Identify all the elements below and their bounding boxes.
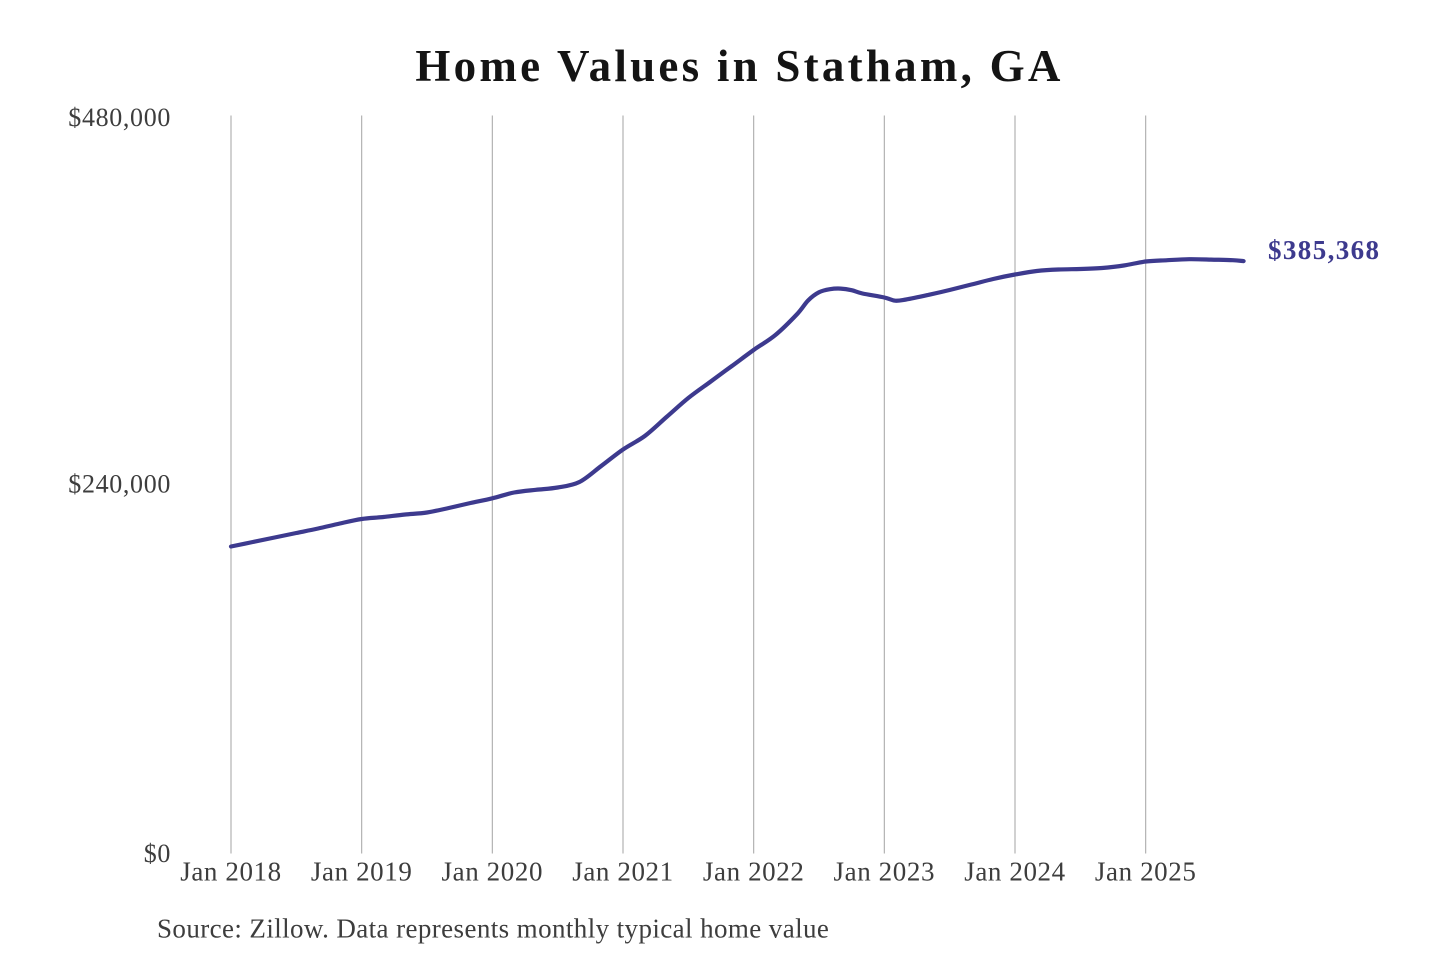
svg-text:Jan 2020: Jan 2020 — [442, 856, 544, 886]
svg-text:Home Values in Statham, GA: Home Values in Statham, GA — [415, 41, 1063, 91]
svg-text:$0: $0 — [144, 839, 171, 868]
svg-text:$385,368: $385,368 — [1268, 235, 1380, 265]
svg-text:Source: Zillow. Data represent: Source: Zillow. Data represents monthly … — [157, 914, 829, 944]
svg-text:Jan 2018: Jan 2018 — [180, 856, 282, 886]
svg-text:Jan 2023: Jan 2023 — [834, 856, 936, 886]
svg-text:Jan 2022: Jan 2022 — [703, 856, 805, 886]
svg-text:$240,000: $240,000 — [68, 469, 171, 498]
svg-text:Jan 2024: Jan 2024 — [964, 856, 1066, 886]
svg-text:Jan 2019: Jan 2019 — [311, 856, 413, 886]
svg-text:$480,000: $480,000 — [68, 103, 171, 132]
svg-text:Jan 2021: Jan 2021 — [572, 856, 674, 886]
svg-text:Jan 2025: Jan 2025 — [1095, 856, 1197, 886]
